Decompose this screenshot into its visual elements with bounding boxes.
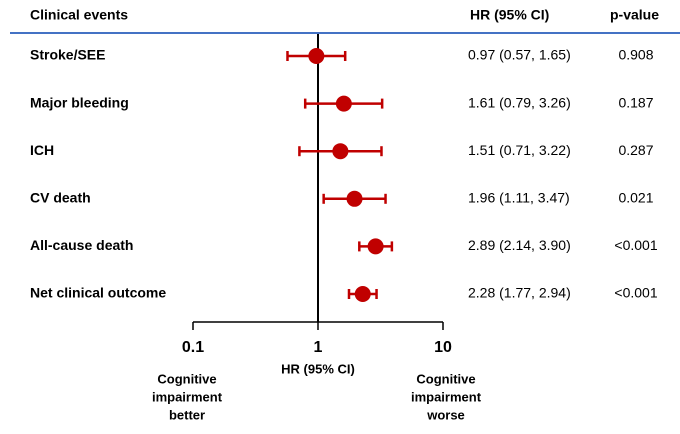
- x-tick-label: 1: [314, 339, 323, 356]
- ci-label: 2.89 (2.14, 3.90): [468, 237, 571, 253]
- hr-marker: [332, 143, 349, 160]
- p-value: 0.908: [618, 47, 653, 63]
- hr-marker: [346, 190, 363, 207]
- category-label: Net clinical outcome: [30, 285, 166, 301]
- x-axis-label: HR (95% CI): [281, 361, 355, 376]
- left-label: Cognitive: [157, 371, 216, 386]
- left-label: impairment: [152, 389, 223, 404]
- hr-marker: [367, 238, 384, 255]
- ci-label: 0.97 (0.57, 1.65): [468, 47, 571, 63]
- x-tick-label: 10: [434, 339, 452, 356]
- x-tick-label: 0.1: [182, 339, 204, 356]
- column-header: HR (95% CI): [470, 7, 549, 23]
- right-label: worse: [426, 407, 465, 422]
- hr-marker: [335, 95, 352, 112]
- right-label: Cognitive: [416, 371, 475, 386]
- category-label: Stroke/SEE: [30, 47, 105, 63]
- column-header: Clinical events: [30, 7, 128, 23]
- category-label: ICH: [30, 142, 54, 158]
- hr-marker: [308, 48, 325, 64]
- left-label: better: [169, 407, 205, 422]
- p-value: 0.021: [618, 190, 653, 206]
- ci-label: 2.28 (1.77, 2.94): [468, 285, 571, 301]
- category-label: CV death: [30, 190, 91, 206]
- hr-marker: [354, 286, 371, 302]
- category-label: All-cause death: [30, 237, 133, 253]
- p-value: <0.001: [614, 285, 657, 301]
- p-value: 0.287: [618, 142, 653, 158]
- ci-label: 1.51 (0.71, 3.22): [468, 142, 571, 158]
- ci-label: 1.61 (0.79, 3.26): [468, 94, 571, 110]
- p-value: 0.187: [618, 94, 653, 110]
- p-value: <0.001: [614, 237, 657, 253]
- right-label: impairment: [411, 389, 482, 404]
- ci-label: 1.96 (1.11, 3.47): [468, 190, 570, 206]
- column-header: p-value: [610, 7, 659, 23]
- category-label: Major bleeding: [30, 94, 129, 110]
